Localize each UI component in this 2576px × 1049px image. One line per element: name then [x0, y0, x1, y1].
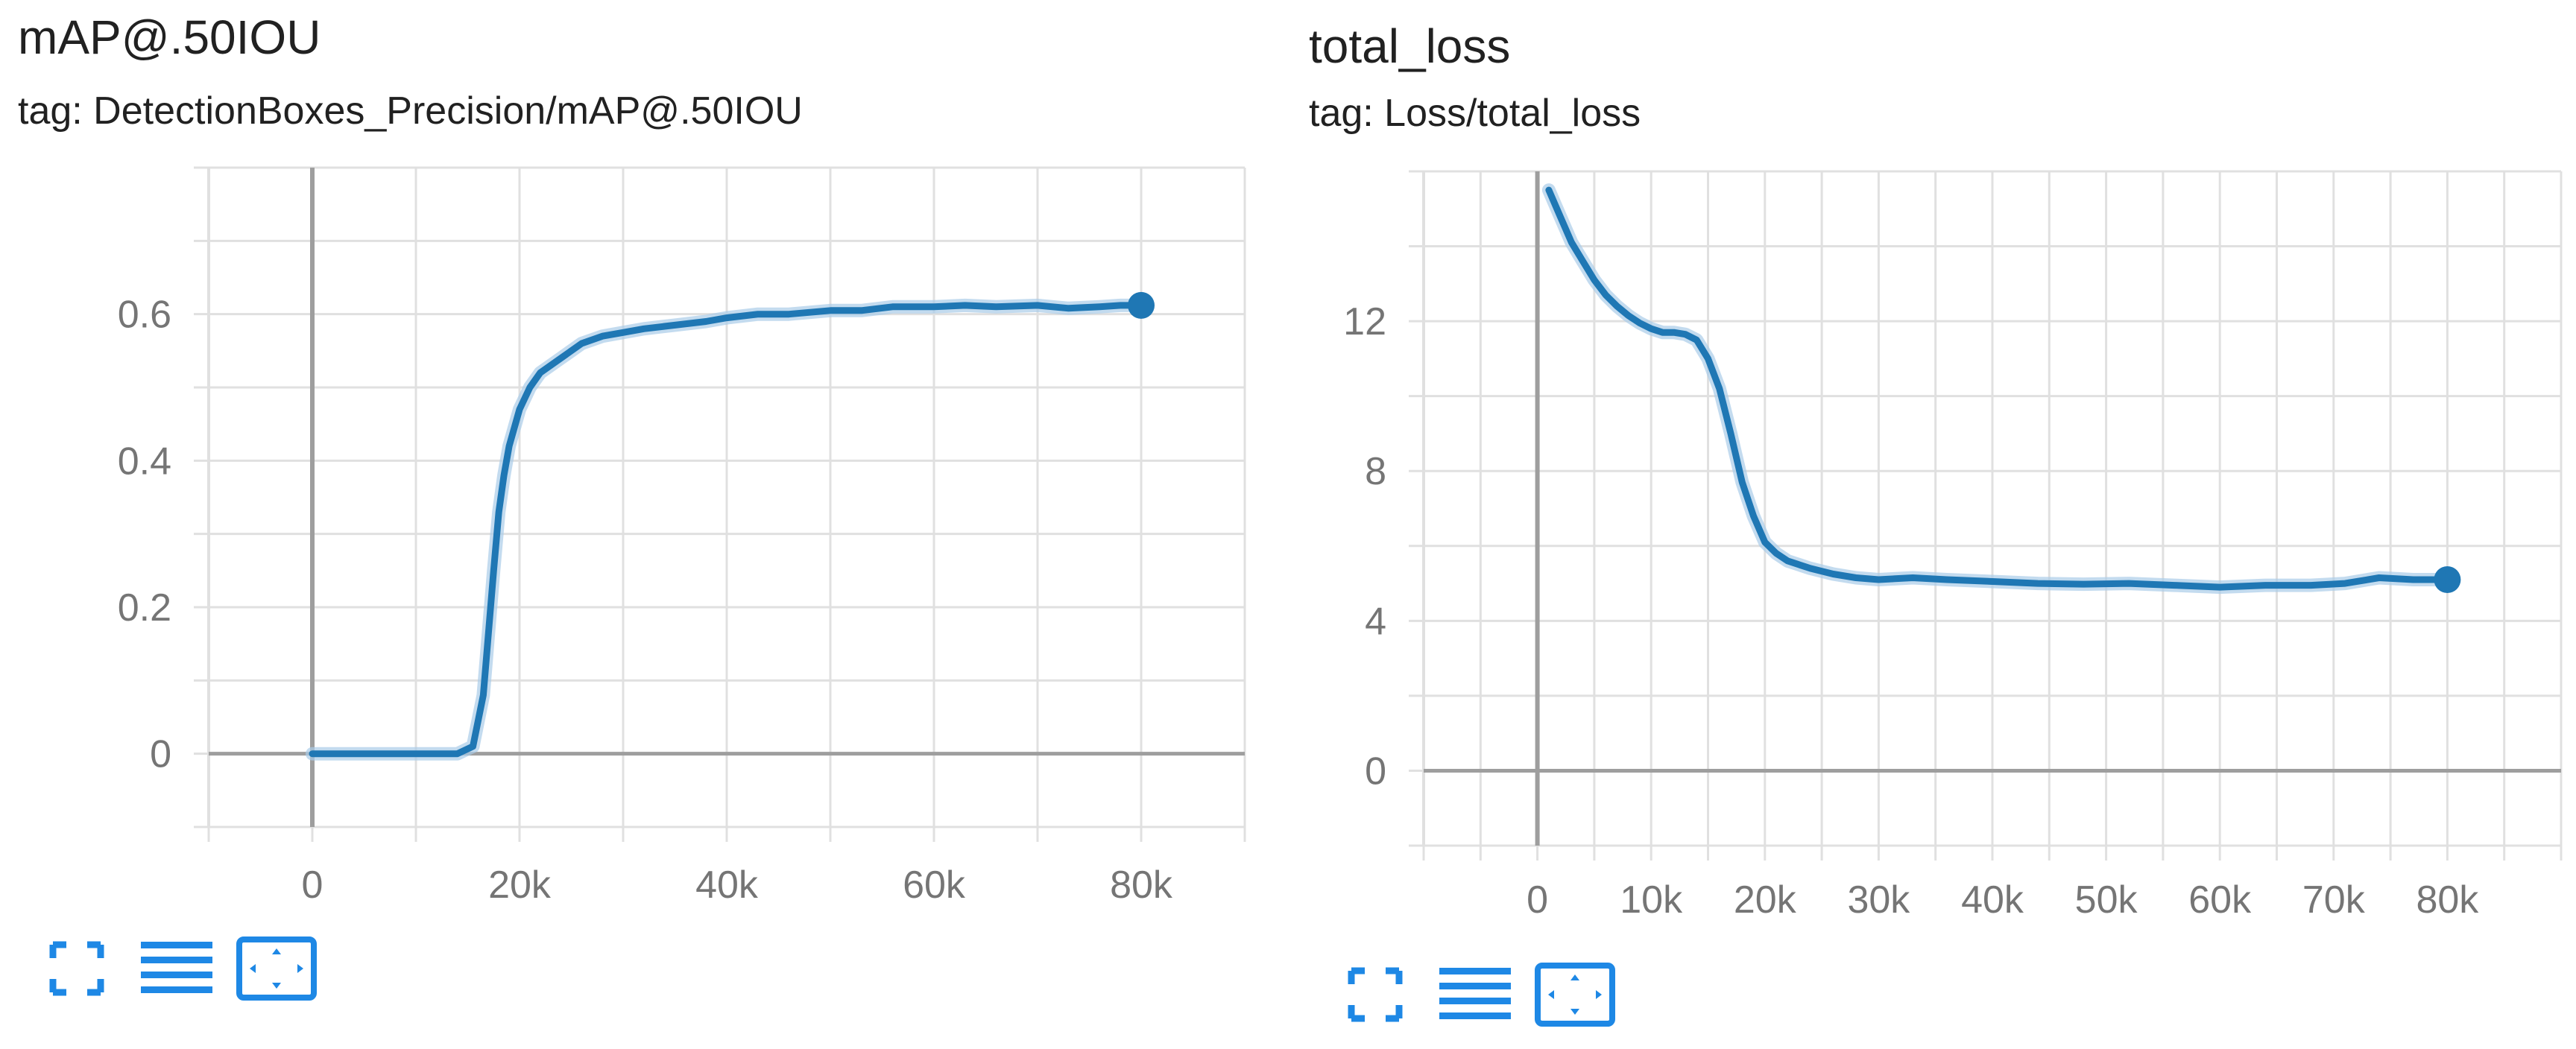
- fit-domain-icon: [236, 937, 317, 1001]
- chart-title: total_loss: [1309, 19, 1511, 73]
- fit-domain-icon: [1535, 963, 1615, 1027]
- expand-fullscreen-button[interactable]: [1334, 961, 1416, 1028]
- expand-fullscreen-icon: [49, 941, 104, 996]
- loss-chart-toolbar: [1334, 961, 1634, 1028]
- toggle-log-scale-button[interactable]: [1434, 961, 1516, 1028]
- expand-fullscreen-button[interactable]: [36, 935, 118, 1002]
- toggle-log-scale-icon: [1439, 968, 1511, 1019]
- fit-domain-button[interactable]: [236, 935, 318, 1002]
- chart-title: mAP@.50IOU: [18, 10, 321, 64]
- toggle-log-scale-icon: [141, 942, 212, 993]
- chart-tag: tag: DetectionBoxes_Precision/mAP@.50IOU: [18, 89, 803, 133]
- map-chart-panel: mAP@.50IOU tag: DetectionBoxes_Precision…: [18, 13, 1285, 1042]
- toggle-log-scale-button[interactable]: [136, 935, 218, 1002]
- loss-chart-panel: total_loss tag: Loss/total_loss: [1309, 22, 2569, 1043]
- expand-fullscreen-icon: [1348, 967, 1403, 1022]
- map-chart-toolbar: [36, 935, 335, 1002]
- fit-domain-button[interactable]: [1534, 961, 1616, 1028]
- chart-tag: tag: Loss/total_loss: [1309, 92, 1641, 135]
